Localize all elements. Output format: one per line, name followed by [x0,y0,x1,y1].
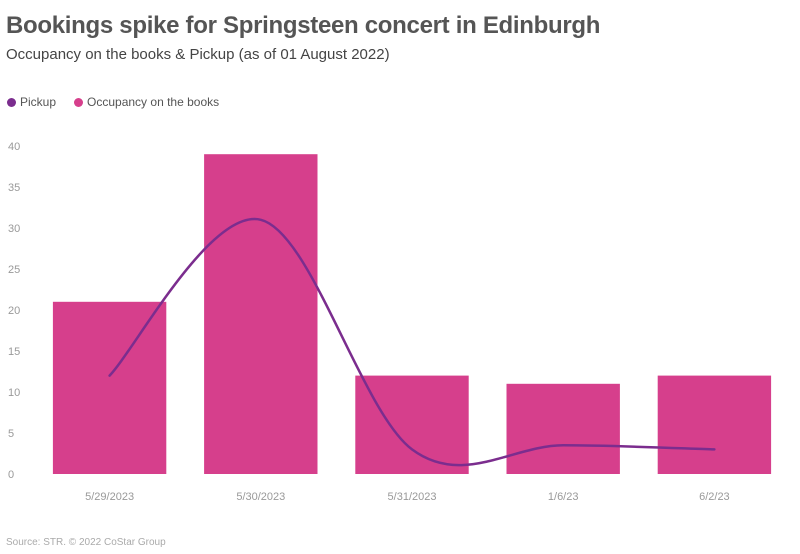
legend-item-pickup[interactable]: Pickup [7,95,56,109]
legend-item-occupancy[interactable]: Occupancy on the books [74,95,219,109]
chart-legend: Pickup Occupancy on the books [7,95,219,109]
bar-occupancy[interactable] [506,383,620,474]
y-tick-label: 10 [8,387,20,399]
source-note: Source: STR. © 2022 CoStar Group [6,537,166,548]
chart-title: Bookings spike for Springsteen concert i… [6,12,601,39]
bar-occupancy[interactable] [355,375,469,474]
x-tick-label: 5/30/2023 [236,491,285,503]
line-pickup[interactable] [108,217,716,467]
chart-subtitle: Occupancy on the books & Pickup (as of 0… [6,46,390,63]
x-tick-label: 6/2/23 [699,491,730,503]
x-tick-label: 1/6/23 [548,491,579,503]
bar-occupancy[interactable] [52,301,167,474]
y-tick-label: 30 [8,223,20,235]
y-tick-label: 35 [8,182,20,194]
bar-occupancy[interactable] [204,154,318,474]
y-tick-label: 20 [8,305,20,317]
y-tick-label: 5 [8,428,14,440]
legend-label-occupancy: Occupancy on the books [87,95,220,109]
y-tick-label: 0 [8,469,14,481]
y-tick-label: 40 [8,141,20,153]
y-tick-label: 25 [8,264,20,276]
y-tick-label: 15 [8,346,20,358]
bar-occupancy[interactable] [657,375,772,474]
legend-label-pickup: Pickup [20,95,57,109]
x-tick-label: 5/29/2023 [85,491,134,503]
legend-swatch-occupancy [74,97,84,107]
legend-swatch-pickup [7,97,16,107]
x-tick-label: 5/31/2023 [388,491,437,503]
